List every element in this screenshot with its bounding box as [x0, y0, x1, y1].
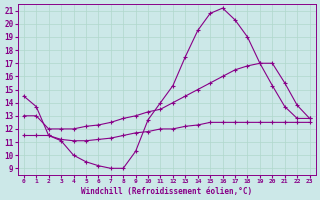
X-axis label: Windchill (Refroidissement éolien,°C): Windchill (Refroidissement éolien,°C)	[81, 187, 252, 196]
